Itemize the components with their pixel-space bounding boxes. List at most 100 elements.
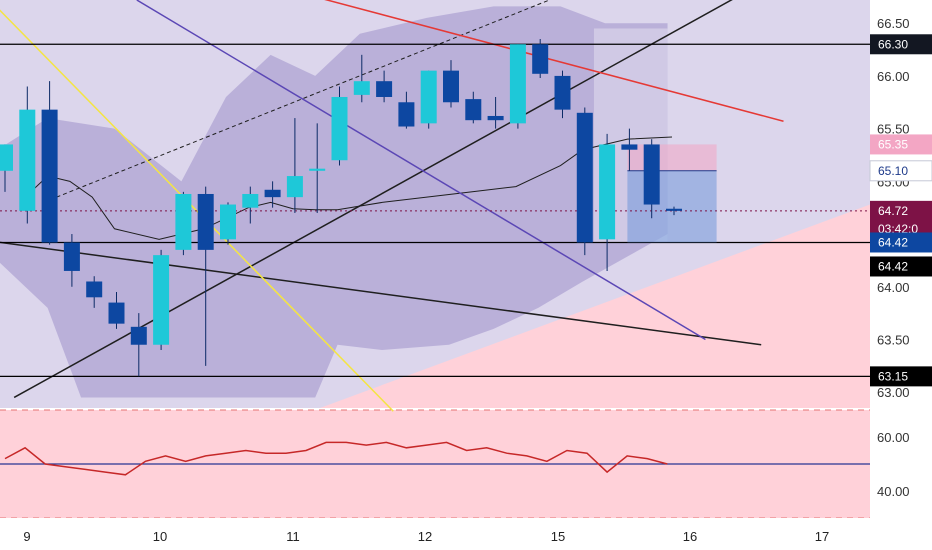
candle <box>509 44 526 129</box>
candle-body <box>376 81 393 97</box>
price-tag-text: 65.35 <box>878 137 908 151</box>
price-tick-label: 66.50 <box>877 16 910 31</box>
price-tick-label: 64.00 <box>877 280 910 295</box>
candle-body <box>599 144 616 240</box>
price-tag-bg <box>870 366 932 387</box>
time-tick-label: 9 <box>23 529 30 544</box>
price-tag: 64.42 <box>870 256 932 277</box>
price-tag-text: 63.15 <box>878 369 908 383</box>
candle <box>554 70 571 119</box>
price-tag: 65.35 <box>870 134 932 155</box>
price-tag: 63.15 <box>870 366 932 387</box>
candle-body <box>220 204 236 240</box>
rsi-tick-label: 40.00 <box>877 484 910 499</box>
price-tag: 66.30 <box>870 34 932 55</box>
candle <box>153 249 170 351</box>
time-tick-label: 16 <box>683 529 697 544</box>
price-tick-label: 63.00 <box>877 385 910 400</box>
candle-body <box>19 109 36 211</box>
candle <box>130 313 147 377</box>
candle-body <box>465 99 482 121</box>
candle <box>197 186 214 366</box>
time-tick-label: 10 <box>153 529 167 544</box>
candle <box>353 54 370 103</box>
candle-body <box>0 144 13 171</box>
price-tick-label: 65.50 <box>877 122 910 137</box>
time-tick-label: 15 <box>551 529 565 544</box>
price-tag-bg <box>870 232 932 253</box>
candle <box>331 86 348 166</box>
candle-body <box>621 144 638 150</box>
time-axis-bg <box>0 518 932 550</box>
candle <box>666 206 682 216</box>
candle-body <box>108 302 125 324</box>
candle <box>63 234 80 287</box>
candle-body <box>554 75 571 110</box>
candle-body <box>576 112 593 243</box>
candle <box>41 81 58 245</box>
candle <box>465 91 482 124</box>
price-tag: 64.42 <box>870 232 932 253</box>
candle <box>398 91 415 129</box>
candle-body <box>666 208 682 211</box>
candle-body <box>41 109 58 243</box>
candle <box>286 118 303 213</box>
price-tag-text: 65.10 <box>878 164 908 178</box>
candle-body <box>353 81 370 95</box>
candle-body <box>286 176 303 198</box>
price-tag-bg <box>870 34 932 55</box>
moving-average-line <box>24 136 673 240</box>
price-tag-text: 64.42 <box>878 235 908 249</box>
candle-body <box>242 193 259 208</box>
price-tag-text: 64.72 <box>878 204 908 218</box>
price-tag-countdown: 03:42:0 <box>878 222 918 236</box>
time-tick-label: 12 <box>418 529 432 544</box>
candle <box>621 128 638 171</box>
candle <box>376 70 393 103</box>
candle <box>19 86 36 224</box>
candle <box>643 139 660 219</box>
time-tick-label: 11 <box>286 529 300 544</box>
price-tag: 65.10 <box>869 160 932 182</box>
candle-body <box>443 70 459 103</box>
candle <box>599 133 616 271</box>
pink-zone <box>0 204 870 408</box>
candle <box>532 39 549 79</box>
candle <box>220 202 236 245</box>
candle <box>420 70 437 129</box>
price-tick-label: 63.50 <box>877 332 910 347</box>
candle-body <box>197 193 214 250</box>
candle <box>242 186 259 224</box>
time-tick-label: 17 <box>815 529 829 544</box>
candle <box>576 107 593 256</box>
candle-body <box>643 144 660 205</box>
price-tag-text: 66.30 <box>878 37 908 51</box>
candle-body <box>331 96 348 161</box>
rsi-tick-label: 60.00 <box>877 430 910 445</box>
candle-body <box>420 70 437 124</box>
candle-body <box>532 44 549 74</box>
candle-body <box>175 193 192 250</box>
rsi-line <box>4 441 668 476</box>
candle <box>108 292 125 329</box>
price-tag-text: 64.42 <box>878 259 908 273</box>
candle <box>309 123 326 213</box>
candle-body <box>153 255 170 345</box>
candle-body <box>63 242 80 271</box>
dashed-channel-line <box>56 0 550 198</box>
trend-line-5 <box>0 9 394 412</box>
price-tick-label: 66.00 <box>877 69 910 84</box>
candle-body <box>309 168 326 171</box>
stop-zone <box>627 144 717 171</box>
candle <box>443 60 459 108</box>
candle-body <box>509 44 526 124</box>
candle-body <box>130 326 147 345</box>
target-zone <box>627 170 717 243</box>
candle-body <box>86 281 103 298</box>
trend-line-4 <box>136 0 706 341</box>
trend-line-3 <box>324 0 784 122</box>
candle <box>264 181 281 208</box>
price-tag-bg <box>870 134 932 155</box>
